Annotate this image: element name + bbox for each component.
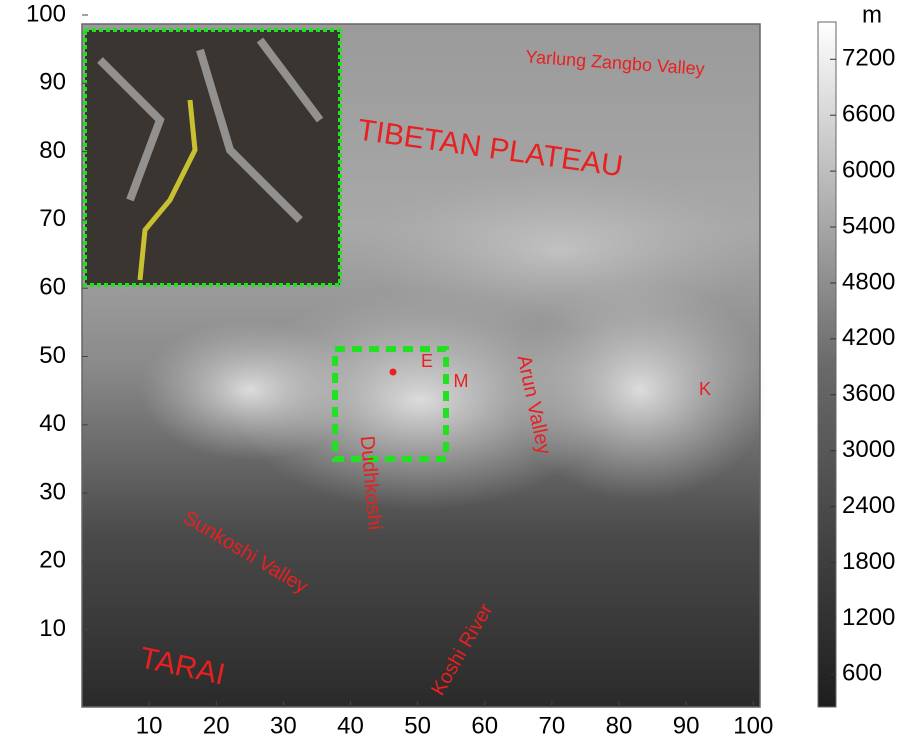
map-figure: Yarlung Zangbo Valley TIBETAN PLATEAU E … [0,0,916,743]
colorbar-tick-label: 3000 [842,436,895,463]
x-tick-label: 20 [203,712,230,739]
y-tick-label: 50 [39,342,66,369]
y-tick-label: 10 [39,615,66,642]
y-tick-label: 70 [39,205,66,232]
page: Yarlung Zangbo Valley TIBETAN PLATEAU E … [0,0,916,748]
colorbar-tick-label: 1200 [842,604,895,631]
map-label: M [454,371,469,391]
colorbar-tick-label: 4200 [842,324,895,351]
colorbar [818,22,836,707]
colorbar-tick-label: 6600 [842,101,895,128]
colorbar-tick-label: 6000 [842,156,895,183]
y-tick-label: 60 [39,274,66,301]
x-tick-label: 40 [337,712,364,739]
x-tick-label: 100 [733,712,773,739]
x-tick-label: 70 [539,712,566,739]
x-tick-label: 10 [136,712,163,739]
y-tick-label: 90 [39,69,66,96]
colorbar-tick-label: 1800 [842,548,895,575]
x-tick-label: 90 [673,712,700,739]
y-tick-label: 100 [26,0,66,27]
y-tick-label: 40 [39,410,66,437]
colorbar-tick-label: 7200 [842,45,895,72]
colorbar-tick-label: 600 [842,660,882,687]
x-tick-label: 60 [471,712,498,739]
inset-image [85,30,340,285]
y-tick-label: 80 [39,137,66,164]
y-tick-label: 30 [39,478,66,505]
x-tick-label: 30 [270,712,297,739]
x-tick-label: 80 [606,712,633,739]
colorbar-tick-label: 4800 [842,268,895,295]
colorbar-tick-label: 5400 [842,212,895,239]
map-label: K [699,379,711,399]
x-tick-label: 50 [404,712,431,739]
y-tick-label: 20 [39,547,66,574]
map-label: E [421,351,433,371]
colorbar-tick-label: 3600 [842,380,895,407]
colorbar-tick-label: 2400 [842,492,895,519]
colorbar-unit: m [862,1,882,28]
site-marker [390,369,397,376]
